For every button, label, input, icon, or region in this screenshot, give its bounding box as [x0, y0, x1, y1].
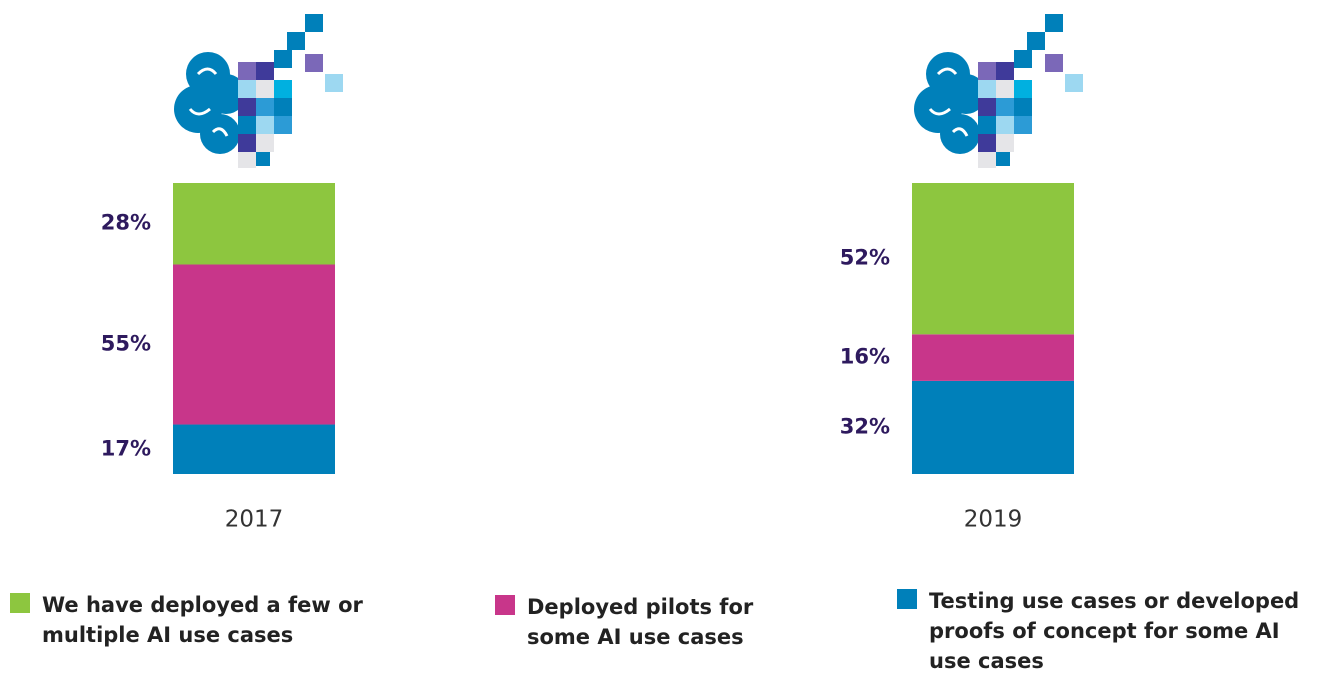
- bar-segment: [912, 334, 1074, 381]
- value-label: 17%: [101, 436, 151, 460]
- legend-label: Deployed pilots for some AI use cases: [527, 595, 754, 649]
- bar-segment: [173, 424, 335, 474]
- legend-label: We have deployed a few or multiple AI us…: [42, 593, 363, 647]
- legend-item: Testing use cases or developed proofs of…: [897, 586, 1307, 676]
- x-tick-label: 2019: [964, 507, 1023, 533]
- value-label: 16%: [840, 345, 890, 369]
- value-label: 52%: [840, 246, 890, 270]
- legend-swatch: [897, 589, 917, 609]
- bar-segment: [912, 183, 1074, 335]
- value-label: 32%: [840, 414, 890, 438]
- brain-icon: [172, 12, 345, 170]
- bar-segment: [912, 380, 1074, 474]
- legend-swatch: [10, 593, 30, 613]
- legend-swatch: [495, 595, 515, 615]
- bar-segment: [173, 264, 335, 425]
- legend-label: Testing use cases or developed proofs of…: [929, 589, 1300, 673]
- legend-item: Deployed pilots for some AI use cases: [495, 592, 785, 652]
- value-label: 28%: [101, 211, 151, 235]
- legend-item: We have deployed a few or multiple AI us…: [10, 590, 370, 650]
- bar-segment: [173, 183, 335, 265]
- value-label: 55%: [101, 332, 151, 356]
- x-tick-label: 2017: [225, 507, 284, 533]
- brain-icon: [912, 12, 1085, 170]
